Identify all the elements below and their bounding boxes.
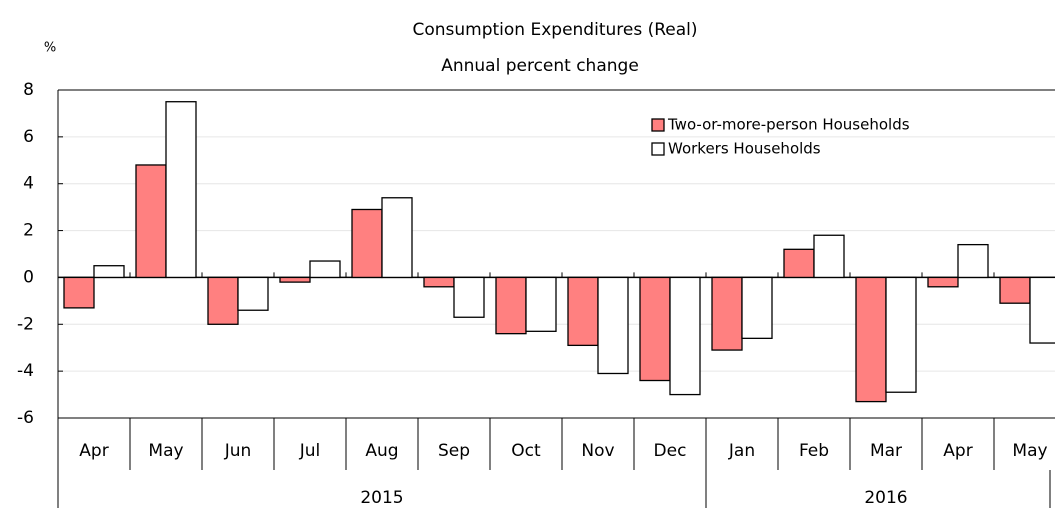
y-tick-label: 6 (23, 127, 34, 147)
y-tick-label: 4 (23, 174, 34, 194)
bar (237, 276, 269, 311)
bar (381, 197, 413, 279)
bar (423, 276, 455, 288)
bar (165, 101, 197, 279)
bar (309, 260, 341, 279)
bar (567, 276, 599, 347)
y-tick-label: -6 (17, 408, 34, 428)
bar (669, 276, 701, 396)
group-label: 2015 (360, 488, 403, 508)
y-tick-label: 2 (23, 221, 34, 241)
group-label: 2016 (864, 488, 907, 508)
x-tick-label: Jan (728, 441, 755, 461)
bar (93, 265, 125, 279)
bar (957, 243, 989, 279)
bar (495, 276, 527, 335)
bar (999, 276, 1031, 304)
bar (711, 276, 743, 351)
x-tick-label: Mar (870, 441, 902, 461)
legend-swatch (651, 142, 665, 156)
bar (783, 248, 815, 279)
bar (453, 276, 485, 318)
x-tick-label: Jul (299, 441, 321, 461)
bar (741, 276, 773, 339)
y-tick-label: -2 (17, 314, 34, 334)
x-tick-label: May (1012, 441, 1047, 461)
bar (885, 276, 917, 393)
chart-title: Consumption Expenditures (Real) (412, 20, 697, 40)
bar (135, 164, 167, 279)
y-tick-label: 0 (23, 267, 34, 287)
x-tick-label: Aug (365, 441, 398, 461)
x-tick-label: Jun (224, 441, 252, 461)
bar (597, 276, 629, 375)
bar (813, 234, 845, 279)
bar (207, 276, 239, 325)
x-tick-label: Dec (654, 441, 687, 461)
legend-label: Workers Households (668, 140, 821, 158)
bar (855, 276, 887, 403)
y-tick-label: -4 (17, 361, 34, 381)
x-tick-label: Nov (581, 441, 614, 461)
bar (525, 276, 557, 332)
x-tick-label: May (148, 441, 183, 461)
x-tick-label: Sep (438, 441, 470, 461)
y-unit: % (44, 41, 56, 56)
bar (927, 276, 959, 288)
x-tick-label: Apr (943, 441, 972, 461)
bar (279, 276, 311, 283)
x-tick-label: Feb (799, 441, 829, 461)
legend-label: Two-or-more-person Households (667, 116, 910, 134)
bar (639, 276, 671, 382)
chart-subtitle: Annual percent change (441, 56, 639, 76)
y-tick-label: 8 (23, 80, 34, 100)
legend-swatch (651, 118, 665, 132)
bar (351, 208, 383, 279)
bar (1029, 276, 1055, 344)
bar (63, 276, 95, 309)
x-tick-label: Oct (511, 441, 541, 461)
x-tick-label: Apr (79, 441, 108, 461)
